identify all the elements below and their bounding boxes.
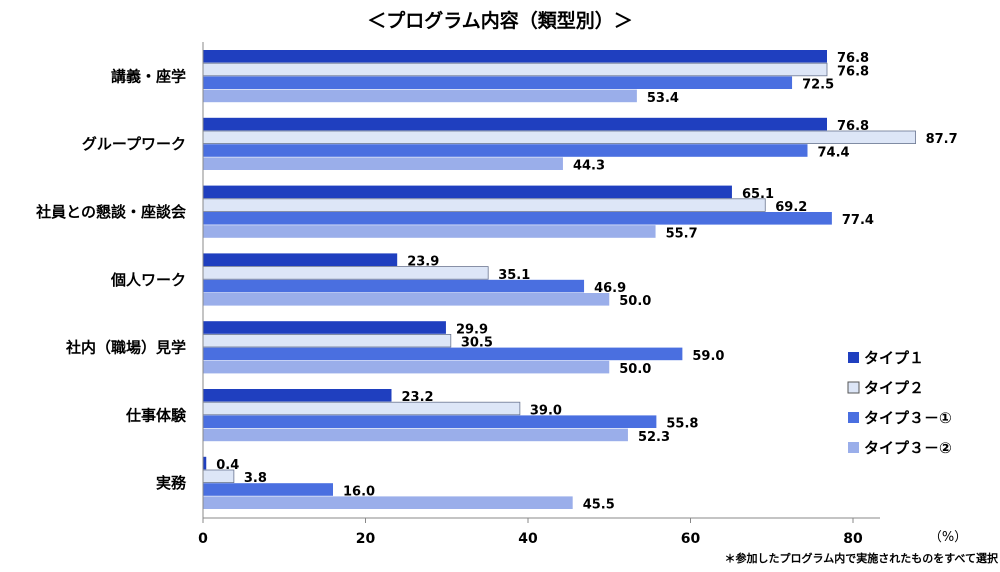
data-label: 74.4 [818, 145, 850, 160]
data-label: 44.3 [573, 159, 605, 174]
bar [203, 428, 628, 442]
data-label: 3.8 [244, 471, 267, 486]
x-tick-label: 80 [843, 531, 863, 547]
data-label: 50.0 [619, 294, 651, 309]
footnote: ＊参加したプログラム内で実施されたものをすべて選択 [725, 551, 999, 565]
x-tick-label: 0 [198, 531, 208, 547]
bar [203, 76, 793, 89]
legend: タイプ１ タイプ２ タイプ３－① タイプ３－② [847, 349, 952, 457]
x-axis-unit: （%） [929, 530, 967, 545]
data-label: 76.8 [837, 64, 869, 79]
data-label: 76.8 [837, 119, 869, 134]
bar [203, 496, 573, 509]
data-label: 46.9 [594, 281, 626, 296]
data-label: 53.4 [647, 91, 679, 106]
data-label: 72.5 [802, 78, 834, 93]
bar [203, 456, 207, 470]
value-labels: 76.876.872.553.476.887.774.444.365.169.2… [216, 51, 957, 512]
data-label: 23.2 [402, 390, 434, 405]
category-labels: 講義・座学グループワーク社員との懇談・座談会個人ワーク社内（職場）見学仕事体験実… [35, 67, 187, 492]
data-label: 39.0 [530, 403, 562, 418]
data-label: 29.9 [456, 322, 488, 337]
bar [203, 253, 398, 266]
legend-label: タイプ３－② [864, 439, 952, 457]
legend-swatch [848, 412, 859, 423]
bar [203, 144, 808, 157]
data-label: 16.0 [343, 484, 375, 499]
data-label: 30.5 [461, 336, 493, 351]
bar [203, 157, 563, 170]
legend-label: タイプ１ [864, 349, 924, 367]
data-label: 52.3 [638, 430, 670, 445]
x-tick-label: 60 [681, 531, 701, 547]
legend-swatch [847, 381, 860, 394]
legend-label: タイプ３－① [864, 409, 952, 427]
bar [203, 415, 657, 428]
legend-swatch [848, 352, 859, 363]
bar [202, 401, 521, 416]
bar [203, 360, 610, 374]
category-label: 実務 [156, 474, 187, 492]
bar [203, 279, 585, 293]
category-label: 社内（職場）見学 [65, 339, 186, 357]
bar [202, 62, 828, 77]
data-label: 55.7 [666, 226, 698, 241]
data-label: 69.2 [775, 200, 807, 215]
bar [203, 185, 732, 199]
bar [203, 321, 446, 334]
data-label: 23.9 [407, 255, 439, 270]
data-label: 45.5 [583, 498, 615, 513]
bar [203, 225, 656, 238]
category-label: 講義・座学 [111, 67, 186, 85]
bar [203, 117, 827, 131]
bar [202, 198, 766, 212]
bar [203, 347, 683, 361]
legend-swatch [848, 442, 859, 453]
data-label: 65.1 [742, 187, 774, 202]
bar [203, 293, 610, 306]
data-label: 76.8 [837, 51, 869, 66]
x-axis-ticks: 0 20 40 60 80 [198, 518, 863, 547]
bar [202, 130, 916, 145]
chart-title: ＜プログラム内容（類型別）＞ [367, 9, 632, 32]
bar [203, 50, 827, 63]
data-label: 55.8 [666, 417, 698, 432]
category-label: 個人ワーク [110, 271, 186, 289]
data-label: 87.7 [926, 132, 958, 147]
bar [203, 389, 392, 402]
bar [203, 483, 333, 496]
bar [202, 266, 489, 280]
category-label: グループワーク [82, 135, 186, 153]
data-label: 59.0 [692, 349, 724, 364]
data-label: 0.4 [216, 458, 239, 473]
data-label: 50.0 [619, 362, 651, 377]
data-label: 77.4 [842, 213, 874, 228]
x-tick-label: 20 [356, 531, 376, 547]
category-label: 社員との懇談・座談会 [35, 203, 186, 221]
bars-group [202, 50, 916, 509]
category-label: 仕事体験 [125, 406, 187, 424]
data-label: 35.1 [498, 268, 530, 283]
legend-label: タイプ２ [864, 379, 924, 397]
bar [203, 212, 832, 225]
x-tick-label: 40 [518, 531, 538, 547]
bar [203, 89, 637, 103]
bar [202, 333, 452, 348]
